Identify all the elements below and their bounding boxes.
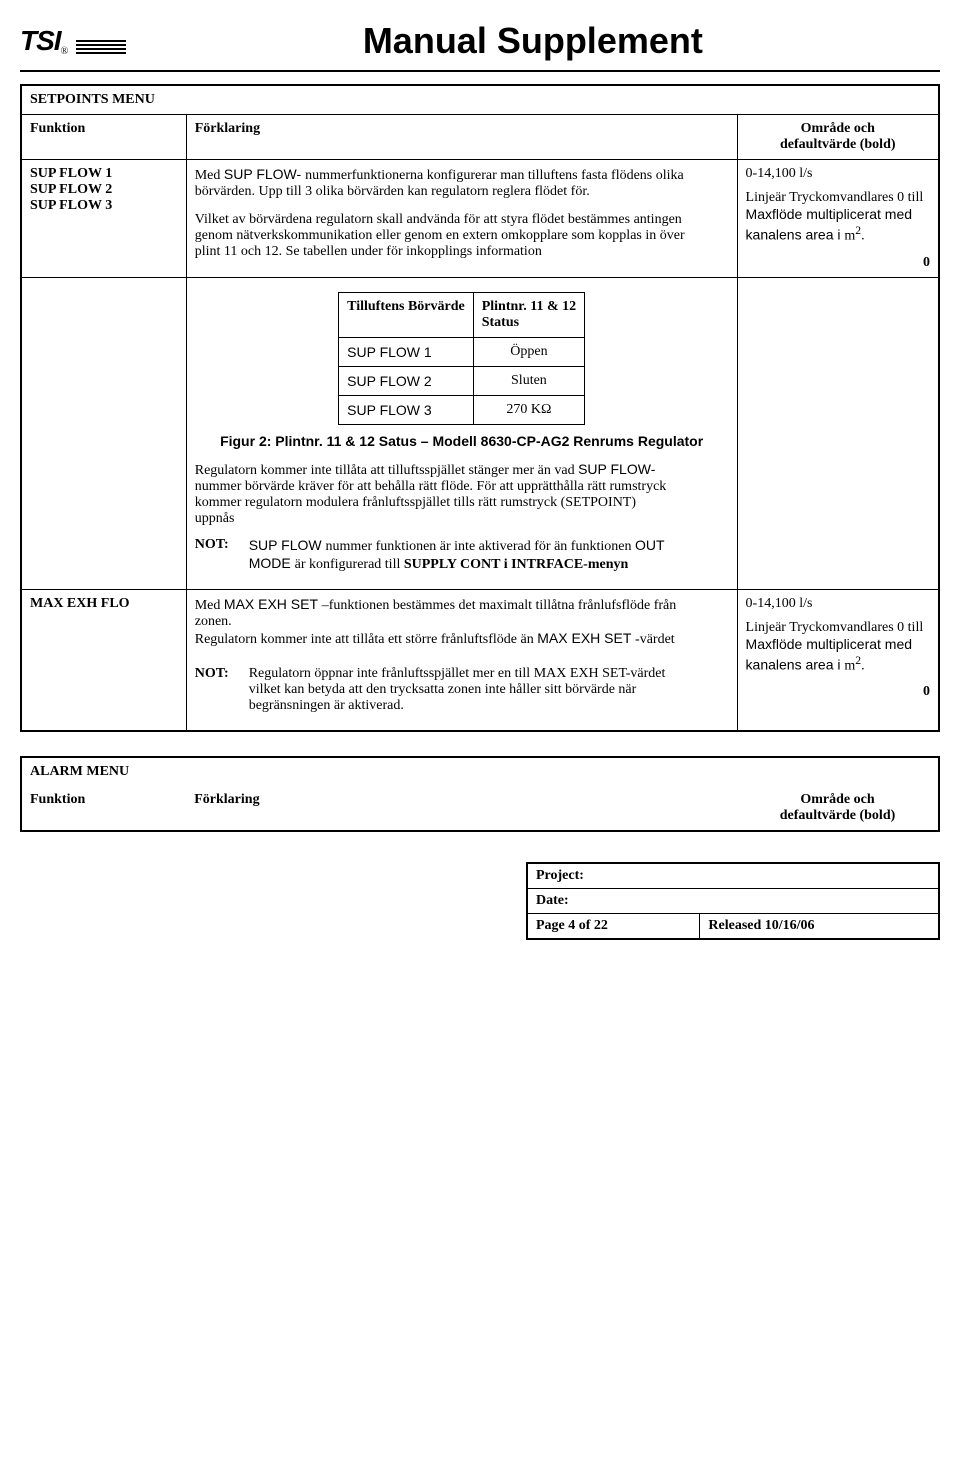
logo: TSI® <box>20 25 126 57</box>
para1b: SUP FLOW- <box>578 461 655 477</box>
note2-text: Regulatorn öppnar inte frånluftsspjället… <box>249 666 669 714</box>
r2p1b: MAX EXH SET <box>224 596 322 612</box>
note2-label: NOT <box>195 666 224 681</box>
def-cell-maxexh: 0-14,100 l/s Linjeär Tryckomvandlares 0 … <box>737 589 939 731</box>
inner-r2c2: Sluten <box>473 366 584 395</box>
setpoints-table: SETPOINTS MENU Funktion Förklaring Områd… <box>20 84 940 732</box>
r2p2b: MAX EXH SET <box>537 630 635 646</box>
note1b: nummer funktionen är inte aktiverad för … <box>325 539 634 554</box>
note1e: SUPPLY CONT i INTRFACE-menyn <box>404 557 628 572</box>
func-cell-empty <box>21 277 186 589</box>
inner-r1c1: SUP FLOW 1 <box>339 337 474 366</box>
def-2a: Linjeär Tryckomvandlares 0 till <box>746 190 924 205</box>
func-2: SUP FLOW 2 <box>30 182 178 198</box>
inner-h2: Plintnr. 11 & 12 Status <box>473 292 584 337</box>
logo-lines-icon <box>76 38 126 56</box>
r2p2a: Regulatorn kommer inte att tillåta ett s… <box>195 632 538 647</box>
r2def2a: Linjeär Tryckomvandlares 0 till <box>746 620 924 635</box>
desc-cell-maxexh: Med MAX EXH SET –funktionen bestämmes de… <box>186 589 737 731</box>
header-default: Område och defaultvärde (bold) <box>737 115 939 160</box>
note-1: NOT: SUP FLOW nummer funktionen är inte … <box>195 537 669 573</box>
footer-project: Project: <box>527 863 939 889</box>
r2p2c: -värdet <box>635 632 675 647</box>
desc-cell-supflow: Med SUP FLOW- nummerfunktionerna konfigu… <box>186 160 737 278</box>
def-2b: Maxflöde multiplicerat med kanalens area… <box>746 206 913 243</box>
alarm-table: ALARM MENU Funktion Förklaring Område oc… <box>20 756 940 832</box>
note-label: NOT <box>195 537 224 552</box>
desc-p1a: Med <box>195 168 224 183</box>
inner-r2c1: SUP FLOW 2 <box>339 366 474 395</box>
alarm-title: ALARM MENU <box>21 757 939 786</box>
desc-p1b: SUP FLOW- <box>224 166 305 182</box>
def-cell-empty <box>737 277 939 589</box>
para1a: Regulatorn kommer inte tillåta att tillu… <box>195 463 578 478</box>
para1c: nummer börvärde kräver för att behålla r… <box>195 479 667 526</box>
para-1: Regulatorn kommer inte tillåta att tillu… <box>195 461 669 527</box>
note1d: är konfigurerad till <box>295 557 404 572</box>
def-3: 0 <box>746 255 930 271</box>
note-2: NOT: Regulatorn öppnar inte frånluftsspj… <box>195 666 669 714</box>
def-2e: . <box>861 229 865 244</box>
r2def3: 0 <box>746 684 930 700</box>
def-1: 0-14,100 l/s <box>746 166 930 182</box>
inner-r3c2: 270 KΩ <box>473 395 584 424</box>
section-title: SETPOINTS MENU <box>21 85 939 115</box>
figure-caption: Figur 2: Plintnr. 11 & 12 Satus – Modell… <box>195 433 729 449</box>
logo-text: TSI <box>20 25 61 56</box>
def-2c: m <box>844 229 855 244</box>
desc-cell-inner: Tilluftens Börvärde Plintnr. 11 & 12 Sta… <box>186 277 737 589</box>
inner-r3c1: SUP FLOW 3 <box>339 395 474 424</box>
r2def2c: m <box>844 658 855 673</box>
header-forklaring: Förklaring <box>186 115 737 160</box>
alarm-h-def: Område och defaultvärde (bold) <box>737 786 939 831</box>
r2def2b: Maxflöde multiplicerat med kanalens area… <box>746 636 913 673</box>
footer-page: Page 4 of 22 <box>527 913 700 939</box>
r2def2e: . <box>861 658 865 673</box>
def-cell-supflow: 0-14,100 l/s Linjeär Tryckomvandlares 0 … <box>737 160 939 278</box>
footer-table: Project: Date: Page 4 of 22 Released 10/… <box>526 862 940 940</box>
page-header: TSI® Manual Supplement <box>20 20 940 72</box>
inner-h1: Tilluftens Börvärde <box>339 292 474 337</box>
note1a: SUP FLOW <box>249 537 326 553</box>
page-title: Manual Supplement <box>126 20 940 62</box>
footer-released: Released 10/16/06 <box>700 913 939 939</box>
inner-h2b: Status <box>482 315 519 330</box>
inner-r1c2: Öppen <box>473 337 584 366</box>
header-funktion: Funktion <box>21 115 186 160</box>
footer-date: Date: <box>527 888 939 913</box>
func-cell-supflow: SUP FLOW 1 SUP FLOW 2 SUP FLOW 3 <box>21 160 186 278</box>
plint-table: Tilluftens Börvärde Plintnr. 11 & 12 Sta… <box>338 292 585 425</box>
r2def1: 0-14,100 l/s <box>746 596 930 612</box>
func-cell-maxexh: MAX EXH FLO <box>21 589 186 731</box>
func-1: SUP FLOW 1 <box>30 166 178 182</box>
func-3: SUP FLOW 3 <box>30 198 178 214</box>
desc-p2: Vilket av börvärdena regulatorn skall an… <box>195 212 689 260</box>
alarm-h-desc: Förklaring <box>186 786 737 831</box>
inner-h2a: Plintnr. 11 & 12 <box>482 299 576 314</box>
r2p1a: Med <box>195 598 224 613</box>
alarm-h-func: Funktion <box>21 786 186 831</box>
